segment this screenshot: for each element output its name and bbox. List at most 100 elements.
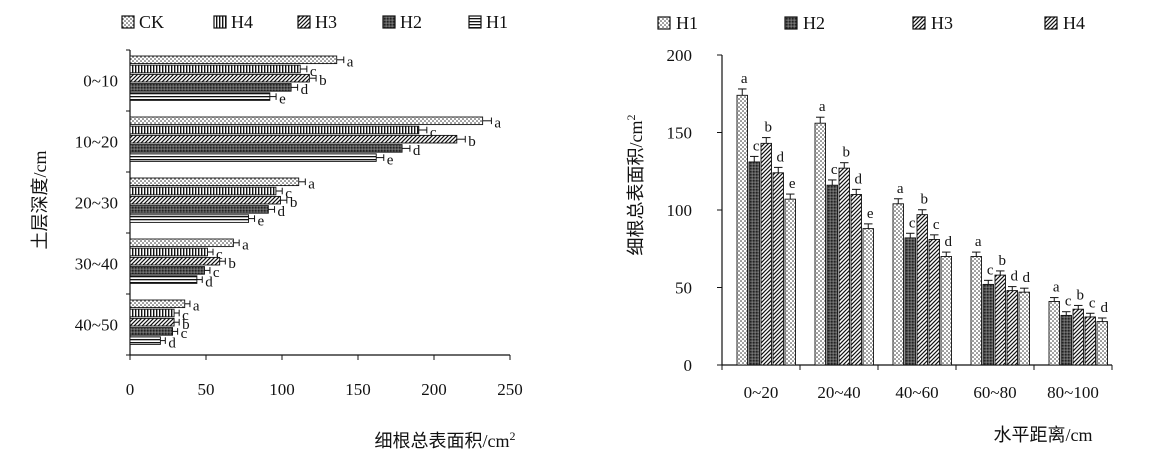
bar-h3 [850, 194, 862, 366]
significance-letter: c [216, 247, 223, 263]
significance-letter: e [867, 206, 874, 222]
significance-letter: c [909, 215, 916, 231]
bar-h1 [129, 275, 198, 284]
bar-h4 [1018, 291, 1030, 366]
x-tick-label: 40~60 [895, 383, 938, 402]
bar-h4 [1096, 321, 1108, 366]
significance-letter: a [494, 116, 501, 132]
bar-h1 [129, 153, 377, 162]
bar-h4 [940, 256, 952, 366]
significance-letter: a [897, 181, 904, 197]
x-tick-label: 150 [345, 380, 371, 399]
bar-h4 [129, 247, 208, 257]
bar-h1 [129, 336, 161, 345]
significance-letter: c [831, 162, 838, 178]
significance-letter: b [468, 134, 476, 150]
y-tick-label: 0 [684, 356, 693, 375]
significance-letter: c [213, 265, 220, 281]
bar-h4 [129, 125, 420, 135]
bar-h3 [772, 172, 784, 366]
bar-h3 [928, 238, 940, 366]
y-tick-label: 10~20 [75, 133, 118, 152]
bar-series-1 [736, 94, 748, 366]
bar-h4 [129, 186, 277, 196]
legend-swatch-h3 [297, 15, 311, 29]
significance-letter: b [843, 145, 851, 161]
significance-letter: c [1089, 295, 1096, 311]
significance-letter: a [347, 55, 354, 71]
x-tick-label: 0 [126, 380, 135, 399]
bar-series-1 [970, 256, 982, 366]
significance-letter: a [741, 71, 748, 87]
legend-label-h1: H1 [676, 13, 698, 33]
bar-ck [129, 238, 234, 248]
significance-letter: d [278, 204, 286, 220]
legend-swatch-ck [121, 15, 135, 29]
legend-swatch-h1 [657, 16, 671, 30]
bar-h1 [129, 92, 271, 101]
significance-letter: b [1077, 287, 1085, 303]
significance-letter: d [1011, 269, 1019, 285]
legend-swatch-h3 [912, 16, 926, 30]
legend-swatch-h1 [468, 15, 482, 29]
significance-letter: d [301, 82, 309, 98]
legend-label-h2: H2 [803, 13, 825, 33]
bar-series-1 [1048, 301, 1060, 366]
bar-ck [129, 177, 300, 187]
bar-h4 [129, 308, 175, 318]
significance-letter: c [285, 186, 292, 202]
left-chart: CK H4 H3 H2 H10 50 100 150 200 2500~10acbde10~20a… [30, 12, 523, 451]
significance-letter: b [290, 195, 298, 211]
legend-label-h3: H3 [315, 12, 337, 32]
y-axis-title: 细根总表面积/cm2 [624, 115, 646, 256]
y-tick-label: 20~30 [75, 194, 118, 213]
legend-swatch-h2 [382, 15, 396, 29]
bar-h1 [982, 283, 994, 366]
x-tick-label: 50 [198, 380, 215, 399]
bar-h2 [760, 142, 772, 366]
significance-letter: a [308, 177, 315, 193]
bar-h2 [129, 83, 292, 92]
x-tick-label: 200 [421, 380, 447, 399]
significance-letter: d [1101, 300, 1109, 316]
legend-label-h2: H2 [400, 12, 422, 32]
significance-letter: c [310, 64, 317, 80]
significance-letter: d [945, 234, 953, 250]
bar-h1 [748, 161, 760, 366]
significance-letter: c [182, 308, 189, 324]
y-tick-label: 150 [667, 124, 693, 143]
significance-letter: c [753, 138, 760, 154]
significance-letter: b [319, 73, 327, 89]
significance-letter: a [193, 299, 200, 315]
bar-h2 [129, 205, 269, 214]
right-chart: H1 H2 H3 H40501001502000~20acbde20~40acbde4… [624, 13, 1113, 445]
y-axis-title: 土层深度/cm [30, 151, 50, 250]
significance-letter: b [182, 317, 190, 333]
bar-h1 [904, 237, 916, 366]
x-tick-label: 20~40 [817, 383, 860, 402]
legend-label-h3: H3 [931, 13, 953, 33]
bar-h4 [862, 228, 874, 366]
bar-h2 [838, 167, 850, 366]
y-tick-label: 50 [675, 279, 692, 298]
bar-h3 [1084, 316, 1096, 366]
bar-h2 [129, 144, 403, 153]
significance-letter: e [258, 213, 265, 229]
significance-letter: e [279, 91, 286, 107]
significance-letter: d [855, 171, 863, 187]
significance-letter: e [387, 152, 394, 168]
x-axis-title: 水平距离/cm [994, 425, 1093, 445]
legend-swatch-h2 [784, 16, 798, 30]
legend-label-h4: H4 [1063, 13, 1085, 33]
significance-letter: d [168, 335, 176, 351]
y-tick-label: 30~40 [75, 255, 118, 274]
significance-letter: d [1023, 270, 1031, 286]
bar-h3 [129, 134, 458, 144]
bar-h1 [826, 184, 838, 366]
bar-h3 [1006, 290, 1018, 366]
bar-h2 [994, 274, 1006, 366]
y-tick-label: 0~10 [83, 72, 118, 91]
bar-h3 [129, 195, 281, 205]
legend-label-h4: H4 [231, 12, 253, 32]
